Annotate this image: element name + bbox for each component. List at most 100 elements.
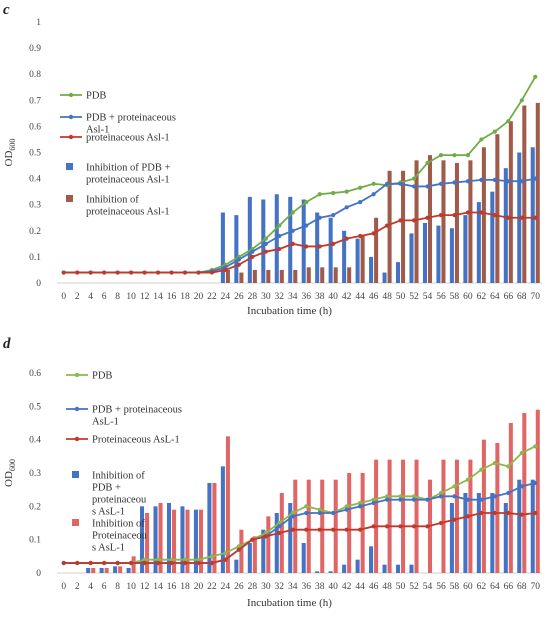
point-2-56 [438,213,444,218]
x-tick-label: 22 [207,582,217,592]
bar-1-4 [91,568,96,573]
bar-0-46 [369,256,374,283]
point-2-4 [88,270,93,275]
point-2-46 [371,524,376,529]
point-2-14 [155,270,161,275]
point-1-44 [358,199,363,205]
bar-1-46 [374,217,379,283]
bar-0-28 [247,196,252,283]
bar-1-54 [427,155,433,283]
bar-0-62 [476,493,481,573]
point-1-38 [317,215,322,220]
bar-1-62 [481,439,486,573]
bar-1-8 [118,566,123,573]
bar-1-66 [508,121,513,284]
x-tick-label: 70 [531,582,541,592]
point-2-70 [533,510,538,516]
point-2-44 [358,527,363,532]
x-tick-label: 40 [328,582,338,592]
point-0-52 [411,176,417,181]
bar-0-36 [301,543,306,573]
bar-1-62 [481,147,486,283]
x-tick-label: 18 [180,292,190,302]
point-1-62 [479,497,484,502]
point-2-22 [209,560,215,566]
bar-0-70 [530,147,535,283]
point-1-62 [479,177,484,183]
x-tick-label: 36 [301,582,311,592]
point-2-18 [182,270,188,275]
bar-1-26 [239,272,244,283]
x-tick-label: 6 [102,582,107,592]
legend-label: Inhibition of PDB + proteinaceous Asl-1 [86,163,170,186]
bar-1-66 [508,423,513,573]
bar-0-30 [261,529,266,573]
x-tick-label: 60 [463,292,473,302]
x-tick-label: 12 [140,582,150,592]
point-0-52 [411,494,417,499]
bar-1-30 [266,269,271,283]
bar-1-52 [414,459,419,573]
x-tick-label: 26 [234,582,244,592]
point-0-60 [465,477,471,482]
bar-0-16 [166,503,172,573]
bar-0-14 [153,506,158,573]
x-tick-label: 14 [153,292,163,302]
point-1-56 [438,181,444,186]
x-tick-label: 2 [75,292,80,302]
point-1-42 [344,507,349,512]
bar-0-4 [86,568,91,573]
point-1-58 [452,494,457,499]
y-tick-label: 0.1 [29,536,41,546]
point-2-50 [398,218,403,223]
bar-0-24 [220,212,225,283]
y-tick-label: 0.9 [29,44,41,54]
bar-0-24 [220,466,225,573]
legend-label: proteinaceous Asl-1 [86,133,170,144]
point-1-32 [277,233,282,239]
bar-1-34 [293,479,298,573]
point-1-66 [506,490,511,496]
point-2-62 [479,210,484,215]
bar-1-14 [158,503,163,573]
bar-0-38 [315,212,320,283]
y-tick-label: 0 [36,279,41,289]
point-2-66 [506,510,511,516]
point-0-64 [492,129,497,134]
point-0-56 [438,490,444,496]
x-tick-label: 60 [463,582,473,592]
x-tick-label: 0 [61,582,66,592]
bar-1-42 [347,267,352,283]
point-2-60 [465,514,471,519]
y-tick-label: 1 [36,18,41,28]
x-tick-label: 66 [504,582,514,592]
x-tick-label: 64 [490,292,500,302]
point-2-24 [223,267,228,273]
bar-0-44 [355,559,360,573]
bar-0-26 [234,215,239,283]
point-0-64 [492,460,497,466]
x-tick-label: 44 [355,582,365,592]
x-tick-label: 28 [248,582,258,592]
bar-0-38 [315,571,320,573]
bar-0-10 [126,568,131,573]
point-1-58 [452,180,457,185]
bar-1-6 [104,568,109,573]
point-0-62 [479,137,484,142]
bar-0-6 [99,568,104,573]
point-2-44 [358,233,363,239]
bar-1-56 [441,459,446,573]
point-1-64 [492,177,497,183]
bar-0-36 [301,199,306,283]
x-tick-label: 64 [490,582,500,592]
x-axis-title: Incubation time (h) [247,305,332,317]
point-2-70 [533,215,538,220]
point-2-28 [250,254,255,259]
x-tick-label: 34 [288,582,298,592]
point-2-10 [128,270,134,275]
y-tick-label: 0.7 [29,96,41,106]
point-2-32 [277,530,282,536]
x-tick-label: 42 [342,582,352,592]
